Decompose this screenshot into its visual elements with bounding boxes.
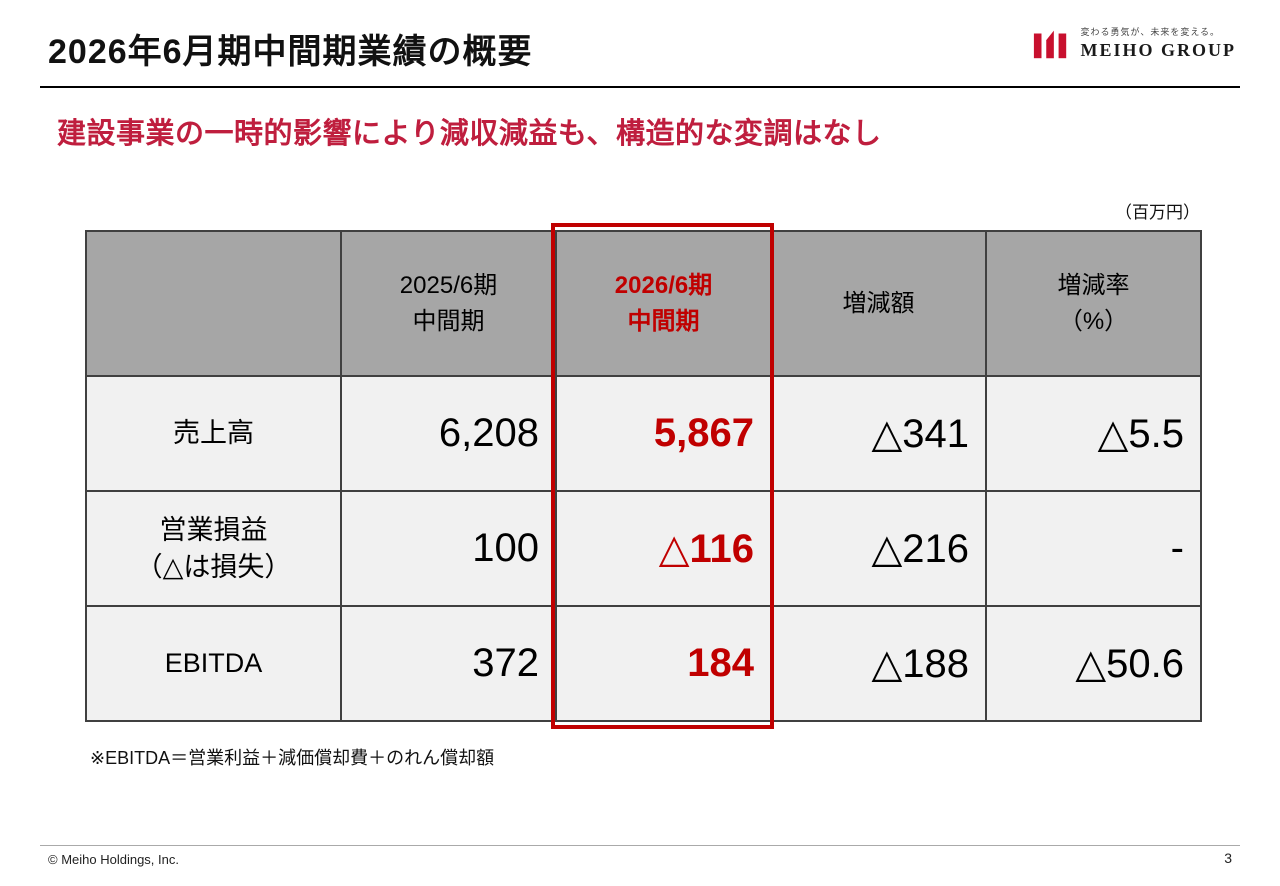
cell-op-change-rate: -	[985, 490, 1202, 607]
footer-divider	[40, 845, 1240, 846]
cell-sales-current: 5,867	[555, 375, 772, 492]
header-line: 増減額	[842, 289, 915, 317]
title-divider	[40, 86, 1240, 88]
cell-sales-change: △341	[770, 375, 987, 492]
header-line: 2025/6期	[399, 271, 498, 299]
unit-note: （百万円）	[1115, 203, 1200, 222]
logo-text: 変わる勇気が、未来を変える。 MEIHO GROUP	[1081, 25, 1237, 61]
row-label-sales: 売上高	[85, 375, 342, 492]
cell-ebitda-change-rate: △50.6	[985, 605, 1202, 722]
header-line: 2026/6期	[614, 271, 713, 299]
page-title: 2026年6月期中間期業績の概要	[48, 33, 533, 71]
header-line: 中間期	[627, 307, 700, 335]
row-label-operating-income: 営業損益 （△は損失）	[85, 490, 342, 607]
row-label-line: 売上高	[173, 418, 254, 449]
copyright-text: © Meiho Holdings, Inc.	[48, 852, 179, 867]
company-logo: 変わる勇気が、未来を変える。 MEIHO GROUP	[1030, 24, 1237, 62]
col-header-current-period: 2026/6期 中間期	[555, 230, 772, 377]
meiho-logo-icon	[1033, 30, 1066, 59]
row-label-line: （△は損失）	[135, 551, 292, 582]
header-line: 中間期	[412, 307, 485, 335]
row-label-ebitda: EBITDA	[85, 605, 342, 722]
results-table: 2025/6期 中間期 2026/6期 中間期 増減額 増減率 （%）	[85, 230, 1202, 722]
cell-op-prev: 100	[340, 490, 557, 607]
table-row-sales: 売上高 6,208 5,867 △341 △5.5	[85, 375, 1202, 492]
cell-ebitda-current: 184	[555, 605, 772, 722]
cell-ebitda-prev: 372	[340, 605, 557, 722]
col-header-change-rate: 増減率 （%）	[985, 230, 1202, 377]
cell-op-current: △116	[555, 490, 772, 607]
header-row: 2025/6期 中間期 2026/6期 中間期 増減額 増減率 （%）	[85, 230, 1202, 377]
ebitda-footnote: ※EBITDA＝営業利益＋減価償却費＋のれん償却額	[90, 748, 495, 768]
key-message: 建設事業の一時的影響により減収減益も、構造的な変調はなし	[57, 118, 882, 150]
table-row-operating-income: 営業損益 （△は損失） 100 △116 △216 -	[85, 490, 1202, 607]
corner-cell	[85, 230, 342, 377]
logo-company-name: MEIHO GROUP	[1080, 40, 1236, 60]
col-header-change-amount: 増減額	[770, 230, 987, 377]
page-number: 3	[1224, 850, 1232, 866]
cell-op-change: △216	[770, 490, 987, 607]
header-line: 増減率	[1057, 271, 1130, 299]
cell-sales-prev: 6,208	[340, 375, 557, 492]
cell-ebitda-change: △188	[770, 605, 987, 722]
header-line: （%）	[1058, 307, 1129, 335]
col-header-prev-period: 2025/6期 中間期	[340, 230, 557, 377]
row-label-line: 営業損益	[159, 515, 268, 546]
logo-tagline: 変わる勇気が、未来を変える。	[1080, 27, 1221, 37]
row-label-line: EBITDA	[164, 648, 263, 679]
results-table-container: 2025/6期 中間期 2026/6期 中間期 増減額 増減率 （%）	[85, 223, 1202, 729]
cell-sales-change-rate: △5.5	[985, 375, 1202, 492]
table-row-ebitda: EBITDA 372 184 △188 △50.6	[85, 605, 1202, 722]
